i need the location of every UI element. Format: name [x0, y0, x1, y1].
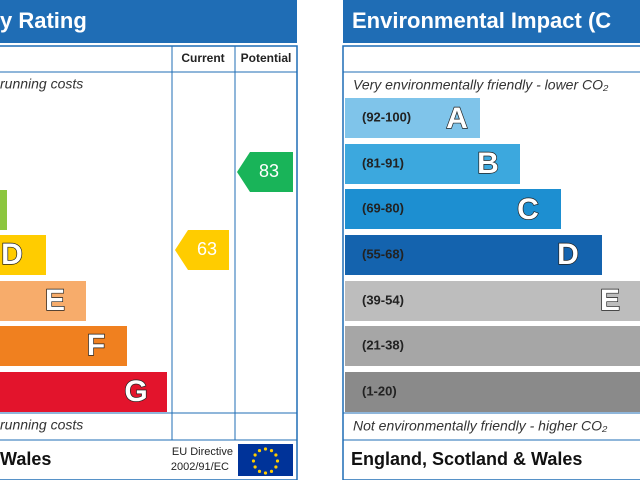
column-header: Current [181, 51, 224, 65]
band-letter: E [600, 284, 620, 317]
band [0, 235, 46, 275]
band-letter: F [87, 329, 105, 362]
band [345, 372, 640, 412]
band [0, 326, 127, 366]
footer: Wales [0, 449, 51, 469]
panel-frame [342, 45, 640, 480]
band-range: (81-91) [362, 155, 404, 170]
column-header: Potential [241, 51, 292, 65]
panel-frame [0, 45, 298, 480]
band-letter: D [1, 238, 23, 271]
top-note: running costs [0, 76, 83, 92]
band [345, 189, 561, 229]
current-value: 63 [197, 239, 217, 259]
directive: 2002/91/EC [171, 461, 229, 473]
band [0, 281, 86, 321]
band [0, 190, 7, 230]
bottom-note: Not environmentally friendly - higher CO… [353, 418, 608, 434]
band-range: (69-80) [362, 200, 404, 215]
band-letter: E [45, 284, 65, 317]
band [345, 326, 640, 366]
band-range: (92-100) [362, 109, 411, 124]
potential-value: 83 [259, 161, 279, 181]
band-range: (1-20) [362, 383, 397, 398]
current-arrow [175, 230, 229, 270]
band-range: (39-54) [362, 292, 404, 307]
band [345, 281, 640, 321]
footer: England, Scotland & Wales [351, 449, 582, 469]
band [345, 144, 520, 184]
directive: EU Directive [172, 446, 233, 458]
band-letter: G [124, 375, 147, 408]
potential-arrow [237, 152, 293, 192]
band-letter: B [477, 147, 499, 180]
top-note: Very environmentally friendly - lower CO… [353, 77, 609, 93]
bottom-note: running costs [0, 417, 83, 433]
band [345, 98, 480, 138]
band-letter: D [557, 238, 579, 271]
band [0, 372, 167, 412]
panel-title: y Rating [0, 8, 87, 33]
title-bar [343, 0, 640, 43]
band-letter: C [517, 193, 539, 226]
band-range: (21-38) [362, 337, 404, 352]
title-bar [0, 0, 297, 43]
panel-title: Environmental Impact (C [352, 8, 611, 33]
eu-stars [251, 447, 280, 475]
band-letter: A [446, 102, 468, 135]
band-range: (55-68) [362, 246, 404, 261]
band [345, 235, 602, 275]
